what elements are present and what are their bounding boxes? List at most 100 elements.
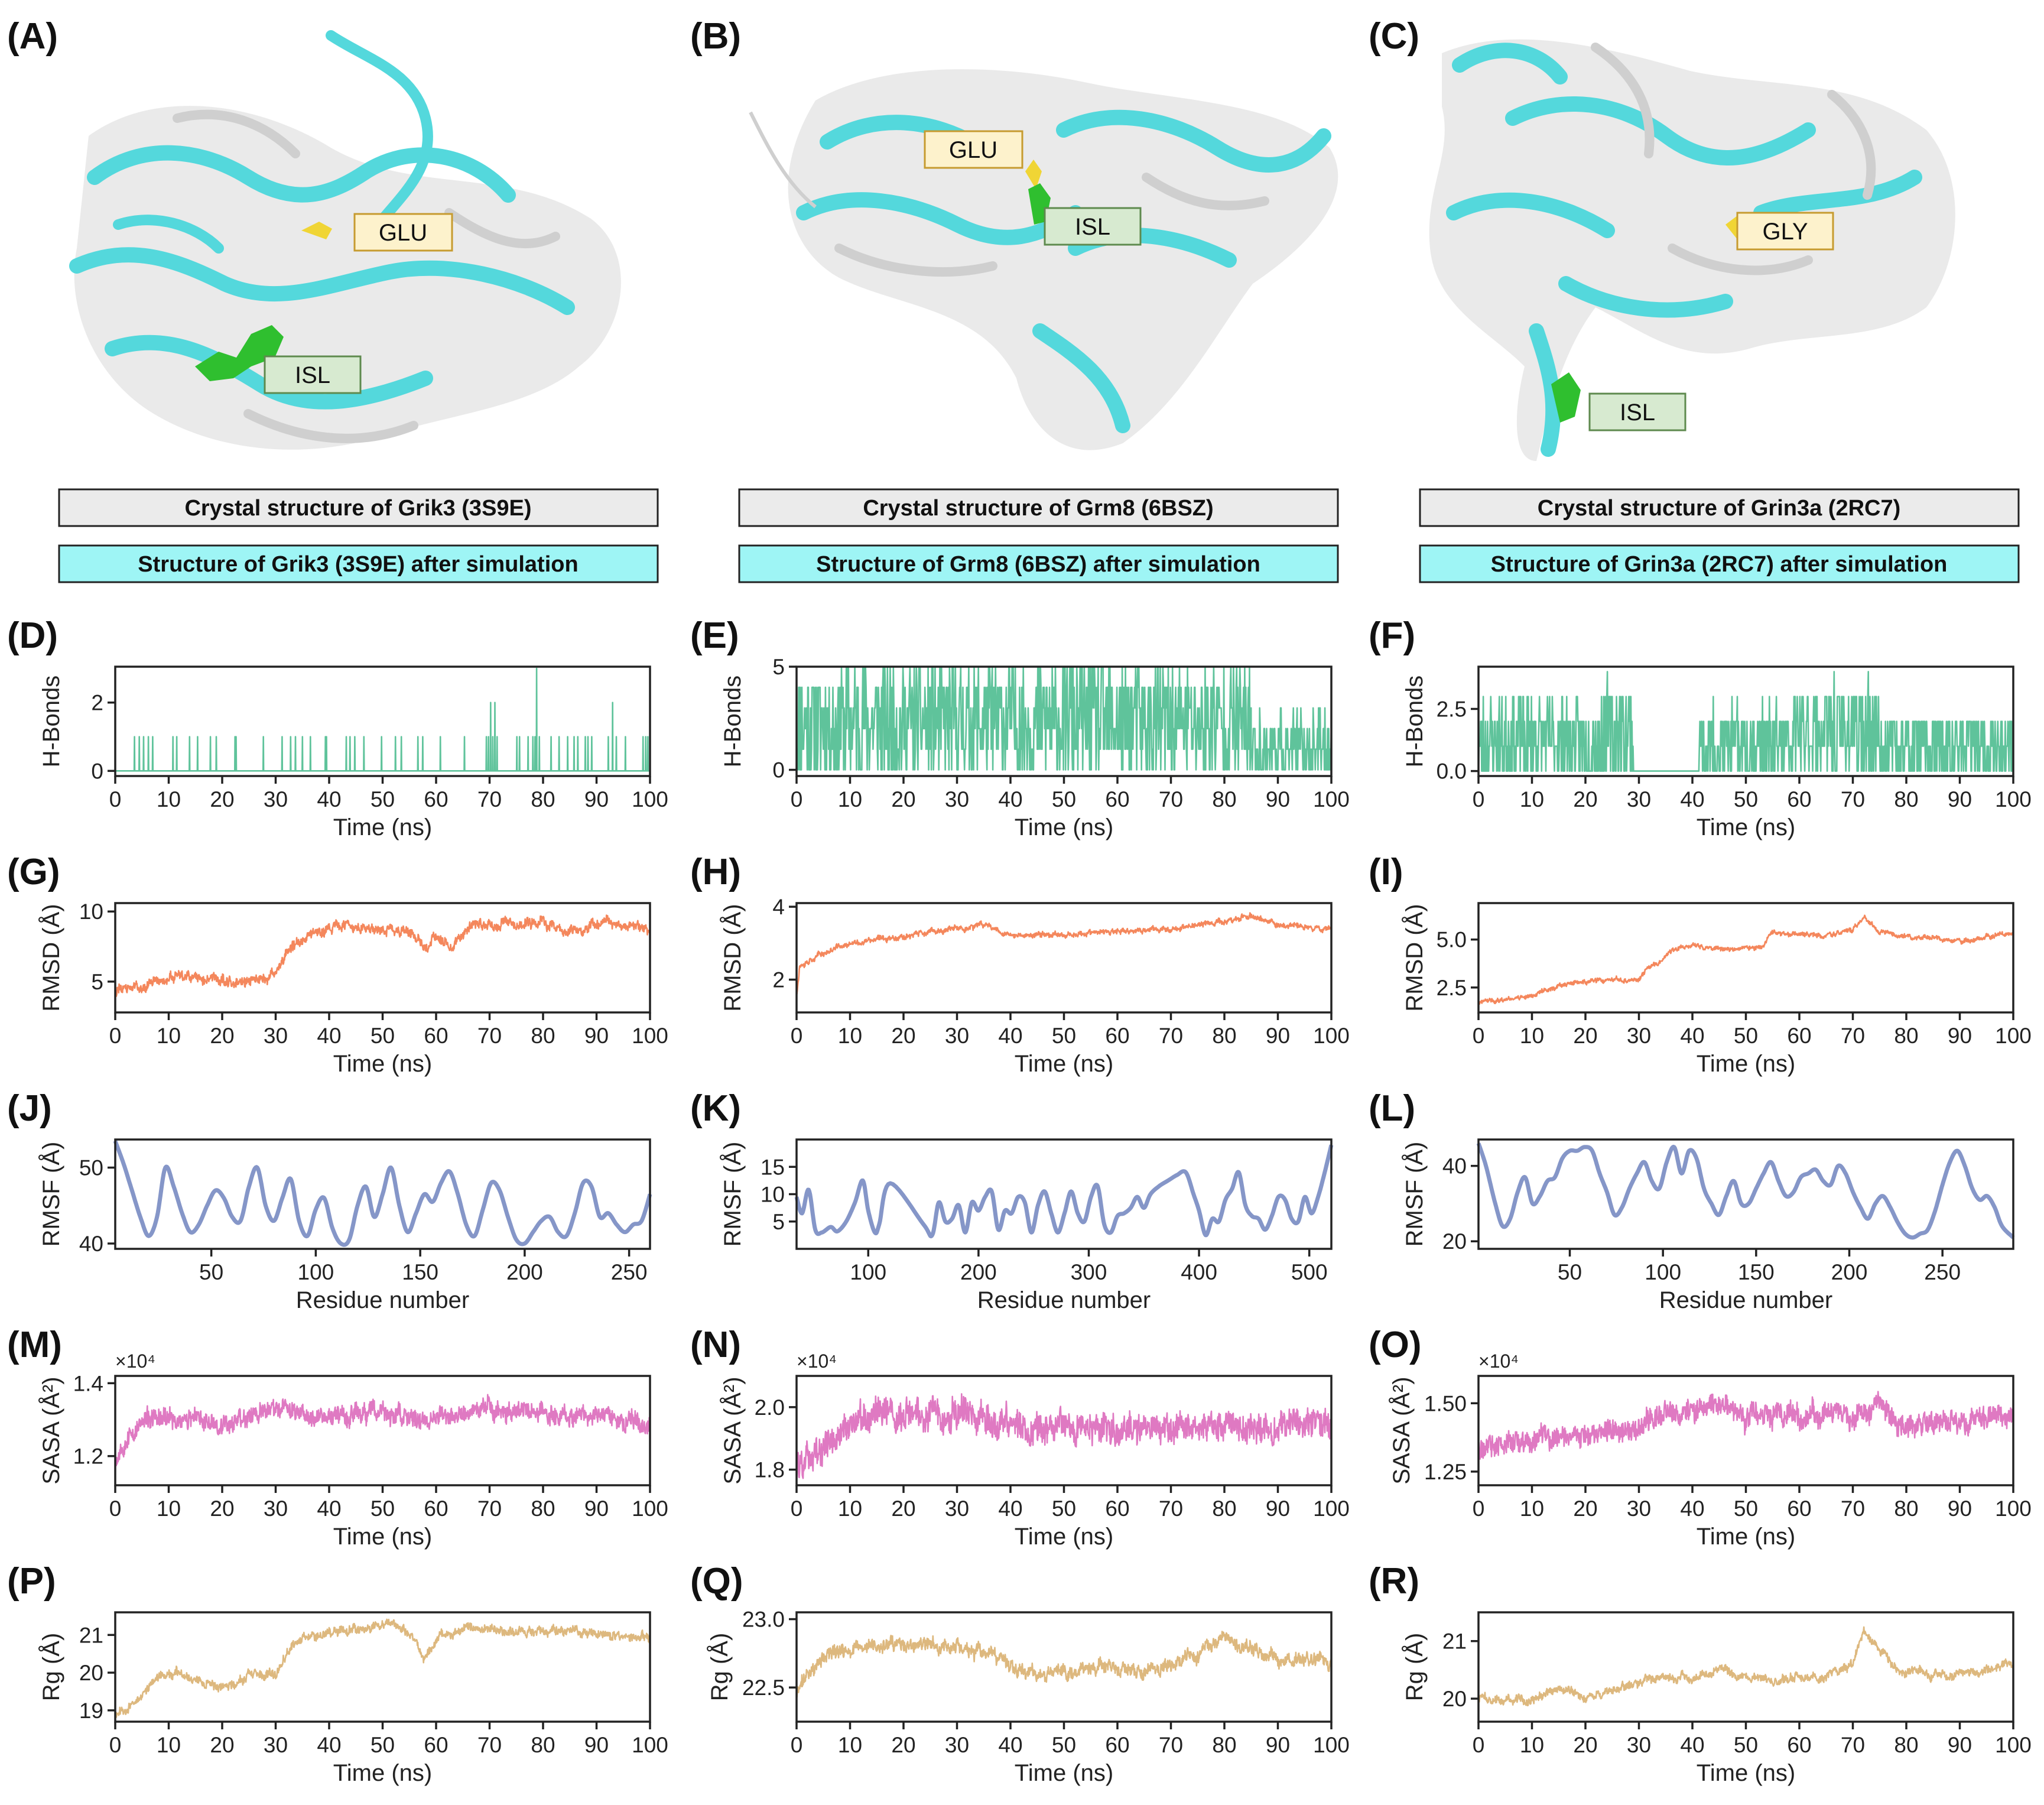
- y-tick-label: 2.5: [1437, 697, 1467, 721]
- crystal-caption-box-b: [738, 488, 1339, 527]
- x-tick-label: 10: [1520, 1733, 1544, 1757]
- y-axis-label: RMSD (Å): [719, 904, 746, 1011]
- panel-letter-o: (O): [1369, 1324, 1422, 1365]
- y-tick-label: 15: [761, 1155, 785, 1179]
- panel-letter-p: (P): [7, 1561, 56, 1602]
- series-line-rg: [1477, 1626, 2014, 1707]
- x-tick-label: 300: [1071, 1260, 1107, 1284]
- y-axis-label: Rg (Å): [1401, 1633, 1428, 1702]
- y-axis-label: RMSD (Å): [38, 904, 64, 1011]
- x-tick-label: 10: [157, 1024, 181, 1048]
- x-tick-label: 40: [317, 1733, 341, 1757]
- ligand-label-isl-b: [1044, 207, 1142, 246]
- x-axis-label: Time (ns): [1015, 814, 1113, 840]
- x-tick-label: 60: [1105, 787, 1129, 811]
- y-tick-label: 5.0: [1437, 928, 1467, 952]
- structure-panel-c: (C) GLY ISL: [1369, 16, 1955, 461]
- ligand-label-glu-b: [924, 130, 1023, 169]
- y-axis-label: SASA (Å²): [38, 1377, 64, 1484]
- x-tick-label: 90: [584, 1733, 609, 1757]
- chart-panel-m: (M) 0 10 20 30 40 50 60 70 80 90 100 1.2 1.4 Time (ns)…: [7, 1324, 668, 1550]
- x-tick-label: 0: [109, 1733, 122, 1757]
- x-tick-label: 10: [1520, 1024, 1544, 1048]
- x-tick-label: 10: [157, 787, 181, 811]
- plot-frame: [1477, 902, 2014, 1014]
- x-tick-label: 100: [1313, 1733, 1350, 1757]
- x-tick-label: 40: [317, 1024, 341, 1048]
- x-tick-label: 60: [424, 1024, 448, 1048]
- x-axis-label: Time (ns): [1697, 1760, 1795, 1786]
- x-tick-label: 10: [838, 1496, 862, 1521]
- x-tick-label: 60: [1105, 1024, 1129, 1048]
- x-tick-label: 30: [1627, 787, 1651, 811]
- x-tick-label: 200: [506, 1260, 543, 1284]
- x-tick-label: 20: [891, 787, 915, 811]
- y-tick-label: 5: [772, 1210, 785, 1234]
- y-axis-label: RMSD (Å): [1401, 904, 1428, 1011]
- x-tick-label: 90: [1948, 1024, 1972, 1048]
- y-tick-label: 10: [79, 900, 103, 924]
- x-tick-label: 0: [1473, 1496, 1485, 1521]
- chart-panel-f: (F) 0 10 20 30 40 50 60 70 80 90 100 0.0 2.5 Time (ns)…: [1369, 615, 2032, 840]
- x-tick-label: 80: [1894, 1024, 1918, 1048]
- x-axis-label: Time (ns): [1697, 814, 1795, 840]
- x-tick-label: 0: [1473, 1733, 1485, 1757]
- axis-multiplier: ×10⁴: [115, 1350, 155, 1372]
- x-tick-label: 100: [632, 1496, 668, 1521]
- x-tick-label: 100: [632, 787, 668, 811]
- ligand-label-glu-a: [353, 213, 453, 252]
- y-axis-label: H-Bonds: [38, 676, 64, 768]
- x-axis-label: Residue number: [296, 1287, 470, 1313]
- y-axis-label: Rg (Å): [706, 1633, 733, 1702]
- x-axis-label: Time (ns): [1015, 1760, 1113, 1786]
- x-axis-label: Time (ns): [333, 1524, 432, 1550]
- x-axis-label: Residue number: [977, 1287, 1151, 1313]
- y-tick-label: 5: [91, 970, 103, 994]
- crystal-caption-a: Crystal structure of Grik3 (3S9E): [184, 496, 531, 521]
- x-tick-label: 10: [838, 1024, 862, 1048]
- y-tick-label: 19: [79, 1699, 103, 1723]
- x-tick-label: 50: [1052, 787, 1076, 811]
- x-tick-label: 100: [632, 1024, 668, 1048]
- x-tick-label: 70: [1159, 787, 1183, 811]
- crystal-caption-b: Crystal structure of Grm8 (6BSZ): [863, 496, 1213, 521]
- x-tick-label: 50: [1558, 1260, 1582, 1284]
- y-axis-label: RMSF (Å): [719, 1142, 746, 1247]
- panel-letter-r: (R): [1369, 1561, 1419, 1602]
- y-tick-label: 20: [1442, 1687, 1467, 1711]
- ligand-text-isl-a: ISL: [295, 362, 330, 388]
- x-tick-label: 80: [1894, 1733, 1918, 1757]
- x-tick-label: 100: [632, 1733, 668, 1757]
- y-tick-label: 20: [1442, 1229, 1467, 1254]
- x-tick-label: 90: [1948, 787, 1972, 811]
- x-tick-label: 10: [1520, 787, 1544, 811]
- x-tick-label: 90: [584, 787, 609, 811]
- x-tick-label: 20: [891, 1496, 915, 1521]
- y-tick-label: 0: [772, 758, 785, 783]
- x-tick-label: 30: [264, 787, 288, 811]
- x-tick-label: 30: [264, 1024, 288, 1048]
- x-tick-label: 100: [1645, 1260, 1681, 1284]
- protein-ribbon-icon: [69, 30, 621, 450]
- x-tick-label: 10: [838, 787, 862, 811]
- x-tick-label: 80: [1212, 1024, 1236, 1048]
- axis-multiplier: ×10⁴: [797, 1350, 837, 1372]
- panel-letter-n: (N): [690, 1324, 741, 1365]
- x-tick-label: 30: [1627, 1496, 1651, 1521]
- x-tick-label: 0: [791, 787, 803, 811]
- chart-panel-n: (N) 0 10 20 30 40 50 60 70 80 90 100 1.8 2.0 Time (ns)…: [690, 1324, 1350, 1550]
- y-tick-label: 2: [91, 691, 103, 715]
- plot-frame: [1477, 1138, 2014, 1250]
- x-tick-label: 50: [371, 1024, 395, 1048]
- x-tick-label: 50: [1734, 1496, 1758, 1521]
- x-tick-label: 90: [1266, 1496, 1290, 1521]
- ligand-text-glu-a: GLU: [379, 220, 427, 246]
- x-tick-label: 20: [1573, 1496, 1597, 1521]
- y-axis-label: RMSF (Å): [38, 1142, 64, 1247]
- x-tick-label: 200: [960, 1260, 997, 1284]
- ligand-text-glu-b: GLU: [949, 137, 997, 163]
- sim-caption-box-a: [58, 544, 659, 583]
- plot-frame: [114, 902, 651, 1014]
- x-tick-label: 50: [199, 1260, 223, 1284]
